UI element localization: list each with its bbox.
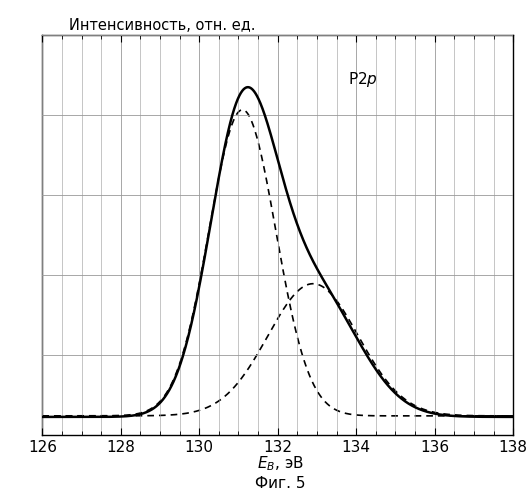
Text: $E_{B}$, эВ: $E_{B}$, эВ xyxy=(257,454,304,473)
Text: Фиг. 5: Фиг. 5 xyxy=(255,476,306,491)
Text: P2$p$: P2$p$ xyxy=(348,70,378,89)
Text: Интенсивность, отн. ед.: Интенсивность, отн. ед. xyxy=(69,18,256,32)
